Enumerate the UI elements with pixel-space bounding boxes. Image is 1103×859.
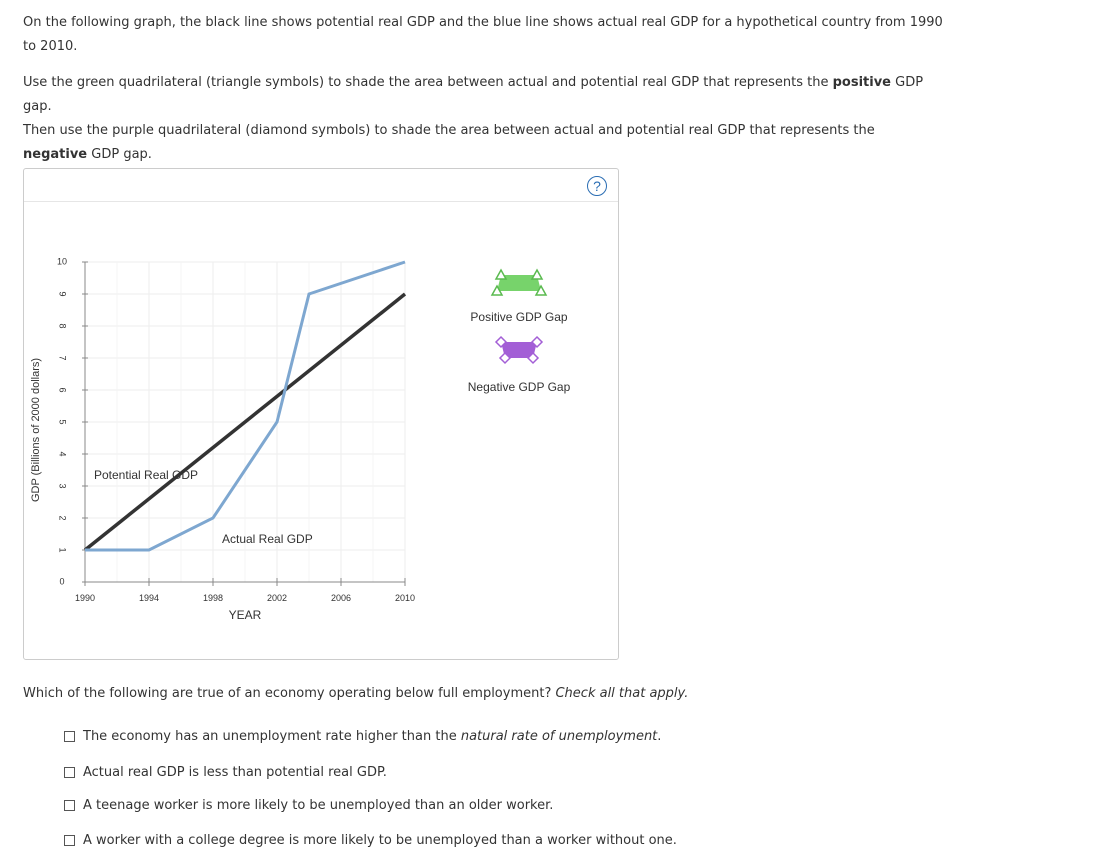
y-tick-label: 4 <box>58 451 68 456</box>
help-button[interactable]: ? <box>587 176 607 196</box>
potential-gdp-label: Potential Real GDP <box>94 468 198 482</box>
instruction-text: Then use the purple quadrilateral (diamo… <box>23 123 875 138</box>
option-3[interactable]: A teenage worker is more likely to be un… <box>64 795 553 815</box>
instruction-text: GDP gap. <box>23 75 924 114</box>
option-4-checkbox[interactable] <box>64 834 75 846</box>
actual-gdp-line <box>85 260 406 552</box>
y-tick-label: 6 <box>58 387 68 392</box>
y-tick-label: 1 <box>58 547 68 552</box>
positive-gap-label: Positive GDP Gap <box>470 310 567 324</box>
negative-gap-label: Negative GDP Gap <box>468 380 571 394</box>
x-tick-label: 1994 <box>139 593 159 603</box>
instruction-paragraph-2: Use the green quadrilateral (triangle sy… <box>23 71 953 167</box>
option-1-checkbox[interactable] <box>64 730 75 742</box>
option-4[interactable]: A worker with a college degree is more l… <box>64 830 677 850</box>
option-3-checkbox[interactable] <box>64 799 75 811</box>
triangle-handle-icon <box>530 268 544 280</box>
positive-gap-shape <box>497 275 541 291</box>
diamond-handle-icon <box>494 335 508 349</box>
instruction-bold: positive <box>832 75 892 90</box>
option-3-label: A teenage worker is more likely to be un… <box>83 797 554 813</box>
option-1-label: The economy has an unemployment rate hig… <box>83 728 662 744</box>
diamond-handle-icon <box>498 351 512 365</box>
y-tick-label: 2 <box>58 515 68 520</box>
option-2-checkbox[interactable] <box>64 766 75 778</box>
x-tick-label: 2010 <box>395 593 415 603</box>
y-tick-label: 9 <box>58 291 68 296</box>
option-1[interactable]: The economy has an unemployment rate hig… <box>64 726 661 746</box>
y-tick-label: 8 <box>58 323 68 328</box>
instruction-text: On the following graph, the black line s… <box>23 15 943 54</box>
question-text: Which of the following are true of an ec… <box>23 686 556 701</box>
y-tick-label: 10 <box>57 256 67 266</box>
y-tick-label: 3 <box>58 483 68 488</box>
option-2[interactable]: Actual real GDP is less than potential r… <box>64 762 387 782</box>
question: Which of the following are true of an ec… <box>23 686 688 701</box>
question-hint: Check all that apply. <box>555 686 689 701</box>
instruction-text: GDP gap. <box>87 147 152 162</box>
potential-gdp-line <box>83 292 407 552</box>
gdp-chart: 0 1 2 3 4 5 6 7 8 9 10 1990 1994 1998 2002 2006 2010 YEAR… <box>30 256 571 622</box>
triangle-handle-icon <box>490 284 504 296</box>
x-tick-label: 2002 <box>267 593 287 603</box>
triangle-handle-icon <box>494 268 508 280</box>
y-axis-label: GDP (Billions of 2000 dollars) <box>30 358 42 502</box>
x-axis-label: YEAR <box>229 608 262 622</box>
graph-header: ? <box>24 169 618 202</box>
option-4-label: A worker with a college degree is more l… <box>83 832 677 848</box>
negative-gap-shape <box>501 342 537 358</box>
graph-panel: ? 0 1 2 3 4 5 6 7 8 9 10 1990 1994 1998 2002 2006 2010 YE… <box>23 168 619 660</box>
x-tick-label: 1998 <box>203 593 223 603</box>
x-tick-label: 2006 <box>331 593 351 603</box>
x-tick-label: 1990 <box>75 593 95 603</box>
y-tick-label: 7 <box>58 355 68 360</box>
diamond-handle-icon <box>526 351 540 365</box>
y-tick-label: 0 <box>59 576 64 586</box>
instruction-paragraph-1: On the following graph, the black line s… <box>23 11 953 59</box>
instruction-bold: negative <box>23 147 88 162</box>
y-tick-label: 5 <box>58 419 68 424</box>
instruction-text: Use the green quadrilateral (triangle sy… <box>23 75 833 90</box>
triangle-handle-icon <box>534 284 548 296</box>
option-2-label: Actual real GDP is less than potential r… <box>83 764 387 780</box>
diamond-handle-icon <box>530 335 544 349</box>
actual-gdp-label: Actual Real GDP <box>222 532 313 546</box>
